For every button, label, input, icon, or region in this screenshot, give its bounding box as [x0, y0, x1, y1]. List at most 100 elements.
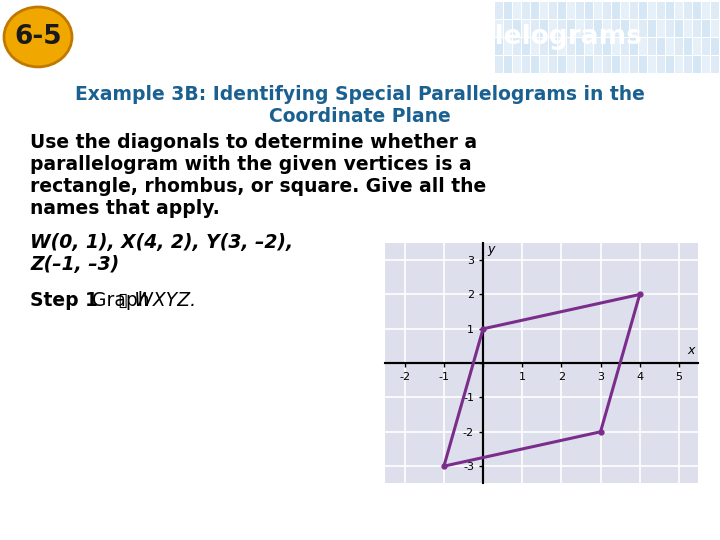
Bar: [603, 56, 611, 73]
Bar: [630, 2, 638, 19]
Bar: [576, 38, 584, 55]
Bar: [549, 2, 557, 19]
Bar: [639, 38, 647, 55]
Bar: [666, 20, 674, 37]
Bar: [585, 20, 593, 37]
Text: Coordinate Plane: Coordinate Plane: [269, 107, 451, 126]
Bar: [549, 20, 557, 37]
Bar: [594, 20, 602, 37]
Bar: [648, 2, 656, 19]
Bar: [504, 20, 512, 37]
Bar: [702, 2, 710, 19]
Bar: [657, 20, 665, 37]
Bar: [666, 38, 674, 55]
Bar: [522, 56, 530, 73]
Text: names that apply.: names that apply.: [30, 199, 220, 218]
Ellipse shape: [4, 7, 72, 67]
Bar: [657, 2, 665, 19]
Bar: [693, 20, 701, 37]
Bar: [549, 38, 557, 55]
Bar: [612, 38, 620, 55]
Bar: [711, 2, 719, 19]
Bar: [522, 38, 530, 55]
Bar: [630, 20, 638, 37]
Bar: [603, 20, 611, 37]
Bar: [639, 2, 647, 19]
Bar: [711, 56, 719, 73]
Bar: [558, 56, 566, 73]
Bar: [513, 56, 521, 73]
Text: Graph: Graph: [86, 291, 156, 310]
Bar: [621, 20, 629, 37]
Bar: [567, 38, 575, 55]
Text: Step 1: Step 1: [30, 291, 98, 310]
Bar: [675, 38, 683, 55]
Bar: [540, 56, 548, 73]
Bar: [594, 2, 602, 19]
Text: Use the diagonals to determine whether a: Use the diagonals to determine whether a: [30, 133, 477, 152]
Text: Conditions for Special Parallelograms: Conditions for Special Parallelograms: [82, 24, 642, 50]
Bar: [540, 20, 548, 37]
Bar: [693, 56, 701, 73]
Text: parallelogram with the given vertices is a: parallelogram with the given vertices is…: [30, 155, 472, 174]
Text: y: y: [487, 244, 495, 256]
Text: rectangle, rhombus, or square. Give all the: rectangle, rhombus, or square. Give all …: [30, 177, 486, 196]
Text: x: x: [687, 344, 694, 357]
Bar: [531, 2, 539, 19]
Bar: [594, 56, 602, 73]
Bar: [585, 38, 593, 55]
Bar: [612, 20, 620, 37]
Bar: [603, 2, 611, 19]
Bar: [675, 20, 683, 37]
Bar: [531, 38, 539, 55]
Bar: [531, 56, 539, 73]
Bar: [684, 20, 692, 37]
Bar: [702, 38, 710, 55]
Bar: [522, 2, 530, 19]
Text: Holt Geometry: Holt Geometry: [13, 511, 150, 530]
Bar: [513, 2, 521, 19]
Bar: [693, 38, 701, 55]
Bar: [684, 2, 692, 19]
Bar: [549, 56, 557, 73]
Bar: [702, 20, 710, 37]
Text: Z(–1, –3): Z(–1, –3): [30, 255, 120, 274]
Bar: [540, 2, 548, 19]
Bar: [711, 20, 719, 37]
Bar: [558, 20, 566, 37]
Bar: [693, 2, 701, 19]
Bar: [522, 20, 530, 37]
Text: Copyright © by Holt, Rinehart and Winston. All Rights Reserved.: Copyright © by Holt, Rinehart and Winsto…: [413, 516, 706, 525]
Bar: [504, 38, 512, 55]
Bar: [684, 56, 692, 73]
Bar: [495, 2, 503, 19]
Bar: [603, 38, 611, 55]
Bar: [585, 2, 593, 19]
Bar: [621, 2, 629, 19]
Bar: [567, 56, 575, 73]
Text: Example 3B: Identifying Special Parallelograms in the: Example 3B: Identifying Special Parallel…: [75, 85, 645, 104]
Bar: [504, 2, 512, 19]
Bar: [684, 38, 692, 55]
Bar: [504, 56, 512, 73]
Bar: [495, 38, 503, 55]
Bar: [585, 56, 593, 73]
Bar: [639, 20, 647, 37]
Bar: [513, 20, 521, 37]
Bar: [576, 20, 584, 37]
Bar: [621, 56, 629, 73]
Bar: [639, 56, 647, 73]
Text: W(0, 1), X(4, 2), Y(3, –2),: W(0, 1), X(4, 2), Y(3, –2),: [30, 233, 293, 252]
Bar: [648, 56, 656, 73]
Bar: [612, 2, 620, 19]
Bar: [657, 56, 665, 73]
Bar: [612, 56, 620, 73]
Bar: [576, 2, 584, 19]
Bar: [495, 56, 503, 73]
Bar: [648, 38, 656, 55]
Bar: [657, 38, 665, 55]
Bar: [531, 20, 539, 37]
Bar: [666, 56, 674, 73]
Bar: [558, 2, 566, 19]
Text: ▯ WXYZ.: ▯ WXYZ.: [118, 291, 196, 310]
